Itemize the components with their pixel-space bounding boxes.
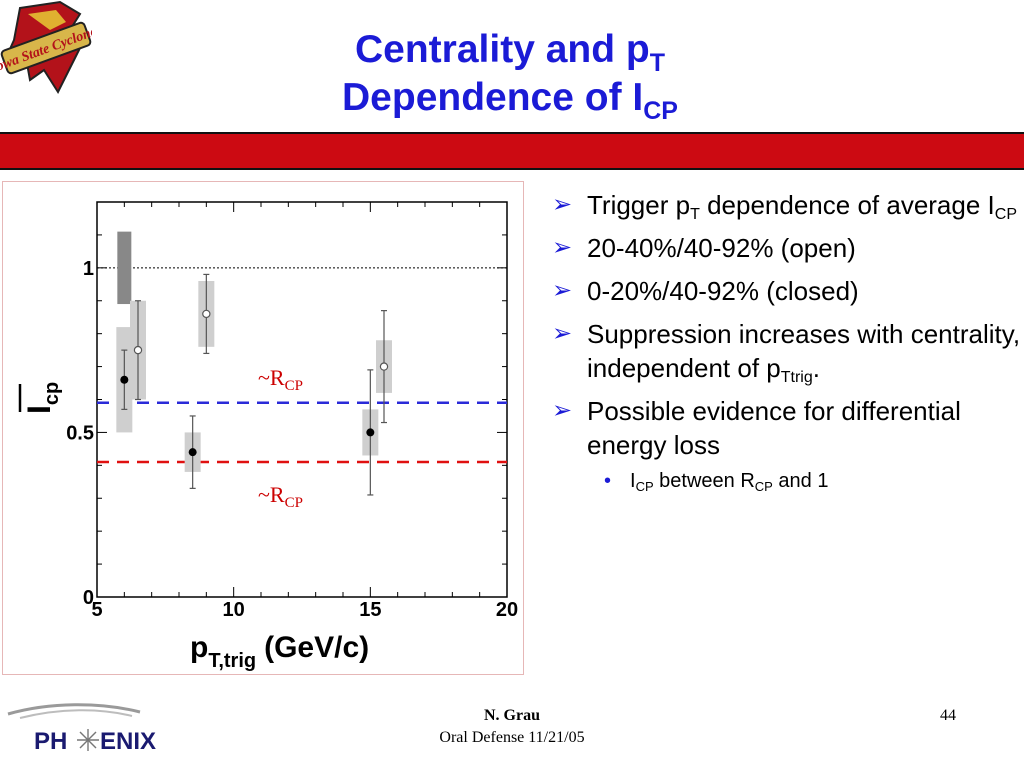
arrow-bullet-icon: ➢ (552, 191, 573, 218)
y-tick-label: 0.5 (66, 422, 94, 444)
bullet-evidence: ➢ Possible evidence for differential ener… (552, 396, 961, 460)
slide-title: Centrality and pT Dependence of ICP (180, 26, 840, 125)
title-line-2: Dependence of ICP (342, 76, 678, 125)
y-axis-label: Icp (18, 382, 63, 414)
slide-number: 44 (940, 707, 956, 724)
svg-text:Icp: Icp (21, 382, 63, 414)
bullet-trigger-pt: ➢ Trigger pT dependence of average ICP (552, 190, 1017, 223)
data-points (120, 309, 389, 457)
dot-bullet-icon: • (604, 470, 612, 492)
closed-data-point (188, 448, 197, 457)
normalization-box (117, 231, 132, 305)
phenix-logo: PH ENIX (7, 703, 156, 755)
arrow-bullet-icon: ➢ (552, 234, 573, 261)
arrow-bullet-icon: ➢ (552, 320, 573, 347)
plot-frame (96, 201, 508, 598)
open-data-point (379, 362, 389, 371)
rcp-upper-label: ~RCP (258, 365, 303, 394)
sub-bullet-icp: • ICP between RCP and 1 (552, 467, 1022, 495)
reference-lines (97, 267, 507, 464)
arrow-bullet-icon: ➢ (552, 277, 573, 304)
arrow-bullet-icon: ➢ (552, 397, 573, 424)
figure-frame (2, 181, 524, 675)
rcp-lower-label: ~RCP (258, 482, 303, 511)
x-tick-label: 10 (223, 599, 245, 621)
x-axis-label: pT,trig (GeV/c) (190, 631, 369, 672)
plot-border (96, 201, 508, 598)
x-tick-label: 15 (359, 599, 381, 621)
iowa-state-logo: Iowa State Cyclones (0, 0, 92, 95)
icp-chart: 0 0.5 1 5 10 15 20 pT,trig (GeV/c) Icp ~R… (18, 201, 518, 672)
open-data-point (202, 309, 211, 319)
bullet-suppression: ➢ Suppression increases with centrality, … (552, 319, 1021, 386)
y-tick-label: 0 (83, 587, 94, 609)
footer-author: N. Grau (484, 707, 540, 724)
phenix-left-text: PH (34, 728, 67, 755)
bullet-closed: ➢ 0-20%/40-92% (closed) (552, 276, 859, 306)
bullet-open: ➢ 20-40%/40-92% (open) (552, 233, 856, 263)
closed-data-point (120, 375, 129, 384)
x-tick-label: 5 (91, 599, 102, 621)
y-tick-label: 1 (83, 258, 94, 280)
closed-data-point (366, 428, 375, 437)
phenix-star-icon (77, 729, 99, 751)
title-line-1: Centrality and pT (355, 28, 665, 77)
bullet-list: ➢ Trigger pT dependence of average ICP ➢ 2… (552, 188, 1022, 495)
title-divider-bar (0, 132, 1024, 170)
open-data-point (133, 345, 143, 355)
phenix-right-text: ENIX (100, 728, 156, 755)
axis-ticks (96, 201, 508, 598)
x-tick-label: 20 (496, 599, 518, 621)
footer-event: Oral Defense 11/21/05 (439, 729, 585, 746)
